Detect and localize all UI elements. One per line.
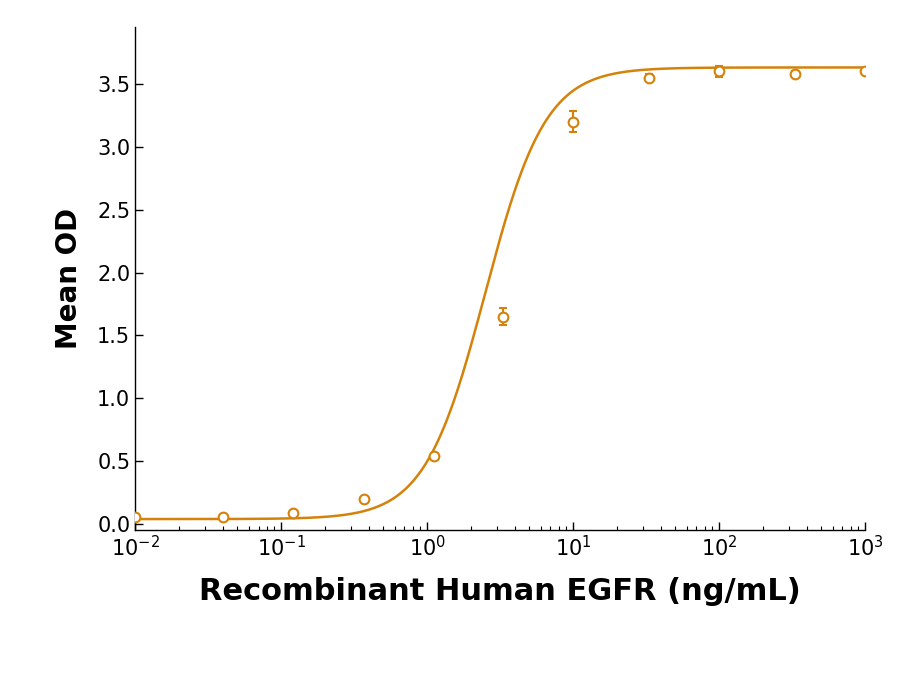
Y-axis label: Mean OD: Mean OD bbox=[55, 208, 83, 350]
X-axis label: Recombinant Human EGFR (ng/mL): Recombinant Human EGFR (ng/mL) bbox=[199, 577, 801, 606]
